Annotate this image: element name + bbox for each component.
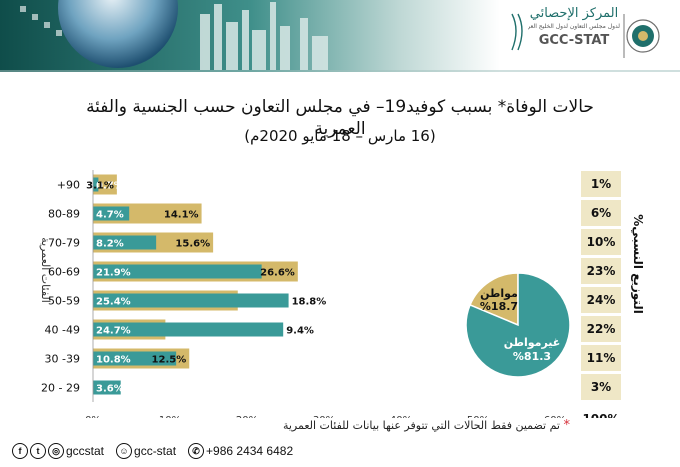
data-label-citizen: 26.6% — [260, 268, 295, 279]
ratio-value: 11% — [587, 351, 616, 365]
bar-non-citizen — [93, 322, 284, 337]
ratio-value: 1% — [591, 177, 611, 191]
y-tick-label: 20 - 29 — [41, 382, 80, 395]
data-label-citizen: 15.6% — [175, 239, 210, 250]
bar-non-citizen — [93, 235, 157, 250]
data-label-citizen: 18.8% — [292, 297, 327, 308]
ratio-value: 23% — [587, 264, 616, 278]
logo-arabic: المركز الإحصائي — [529, 6, 619, 21]
x-tick-label: 20% — [236, 415, 258, 418]
ratio-value: 3% — [591, 380, 611, 394]
ratio-cell — [581, 374, 621, 400]
x-tick-label: 0% — [85, 415, 101, 418]
ratio-value: 24% — [587, 293, 616, 307]
footnote-mark: * — [563, 418, 571, 433]
ratio-cell — [581, 229, 621, 255]
y-tick-label: 80-89 — [48, 208, 80, 221]
ratio-value: 22% — [587, 322, 616, 336]
x-tick-label: 60% — [544, 415, 566, 418]
whatsapp-icon[interactable]: ✆ — [188, 443, 205, 459]
data-label-non-citizen: 21.9% — [96, 268, 131, 279]
ratio-column-title: %التوزيع النسبي — [630, 214, 645, 314]
chart-subtitle: (16 مارس – 18 مايو 2020م) — [244, 127, 436, 145]
footnote-text: تم تضمين فقط الحالات التي تتوفر عنها بيا… — [282, 419, 560, 432]
facebook-icon[interactable]: f — [12, 443, 28, 459]
bar-citizen — [93, 174, 117, 195]
social-phone[interactable]: +986 2434 6482 — [206, 444, 294, 458]
logo: المركز الإحصائي لدول مجلس التعاون لدول ا… — [528, 6, 620, 50]
pie-label-citizen: مواطن — [480, 287, 518, 300]
data-label-citizen: 12.5% — [152, 355, 187, 366]
data-label-citizen: 14.1% — [164, 210, 199, 221]
data-label-non-citizen: 24.7% — [96, 326, 131, 337]
social-bar: f t ◎ gccstat ☺ gcc-stat ✆ +986 2434 648… — [12, 440, 293, 462]
data-label-non-citizen: 8.2% — [96, 239, 124, 250]
footnote: * تم تضمين فقط الحالات التي تتوفر عنها ب… — [200, 418, 570, 433]
bar-non-citizen — [93, 380, 121, 395]
bar-non-citizen — [93, 264, 262, 279]
social-handle-gcc-stat[interactable]: gcc-stat — [134, 444, 177, 458]
y-tick-label: 60-69 — [48, 266, 80, 279]
data-label-non-citizen: 4.7% — [96, 210, 124, 221]
header-banner: المركز الإحصائي لدول مجلس التعاون لدول ا… — [0, 0, 680, 72]
logo-latin: GCC-STAT — [538, 33, 610, 48]
ratio-cell — [581, 171, 621, 197]
data-label-citizen: 3.1% — [86, 181, 114, 192]
pie-value-non-citizen: %81.3 — [513, 350, 551, 363]
y-tick-label: 50-59 — [48, 295, 80, 308]
pie-slice — [469, 272, 519, 327]
ratio-total: 100% — [582, 412, 619, 418]
x-tick-label: 50% — [467, 415, 489, 418]
pie-slice — [465, 272, 571, 378]
bar-non-citizen — [93, 293, 289, 308]
logo-arabic-sub: لدول مجلس التعاون لدول الخليج العربية — [528, 23, 620, 30]
x-tick-label: 30% — [313, 415, 335, 418]
data-label-non-citizen: 10.8% — [96, 355, 131, 366]
chart: الفئات العمرية +90 0.7%3.1% 80-89 4.7% 14.1%… — [39, 170, 645, 418]
data-label-non-citizen: 3.6% — [96, 384, 124, 395]
snapchat-icon[interactable]: ☺ — [116, 443, 133, 459]
ratio-value: 10% — [587, 235, 616, 249]
bar-non-citizen — [93, 206, 130, 221]
data-label-non-citizen: 25.4% — [96, 297, 131, 308]
header-graphic — [0, 0, 680, 72]
chart-title: حالات الوفاة* بسبب كوفيد19– في مجلس التع… — [86, 97, 594, 139]
y-tick-label: 70-79 — [48, 237, 80, 250]
instagram-icon[interactable]: ◎ — [48, 443, 64, 459]
data-label-citizen: 9.4% — [286, 326, 314, 337]
bar-non-citizen — [93, 351, 177, 366]
bar-non-citizen — [93, 177, 99, 192]
ratio-cell — [581, 258, 621, 284]
ratio-cell — [581, 200, 621, 226]
y-tick-label: 30 -39 — [45, 353, 80, 366]
x-tick-label: 10% — [159, 415, 181, 418]
social-handle-gccstat[interactable]: gccstat — [66, 444, 105, 458]
y-tick-label: +90 — [57, 179, 80, 192]
pie-value-citizen: %18.7 — [480, 300, 518, 313]
y-tick-label: 40 -49 — [45, 324, 80, 337]
data-label-non-citizen: 0.7% — [96, 181, 124, 192]
twitter-icon[interactable]: t — [30, 443, 46, 459]
pie-label-non-citizen: غيرمواطن — [504, 336, 561, 349]
x-tick-label: 40% — [390, 415, 412, 418]
y-axis-label: الفئات العمرية — [39, 237, 52, 303]
ratio-cell — [581, 287, 621, 313]
ratio-value: 6% — [591, 206, 611, 220]
ratio-cell — [581, 345, 621, 371]
ratio-cell — [581, 316, 621, 342]
